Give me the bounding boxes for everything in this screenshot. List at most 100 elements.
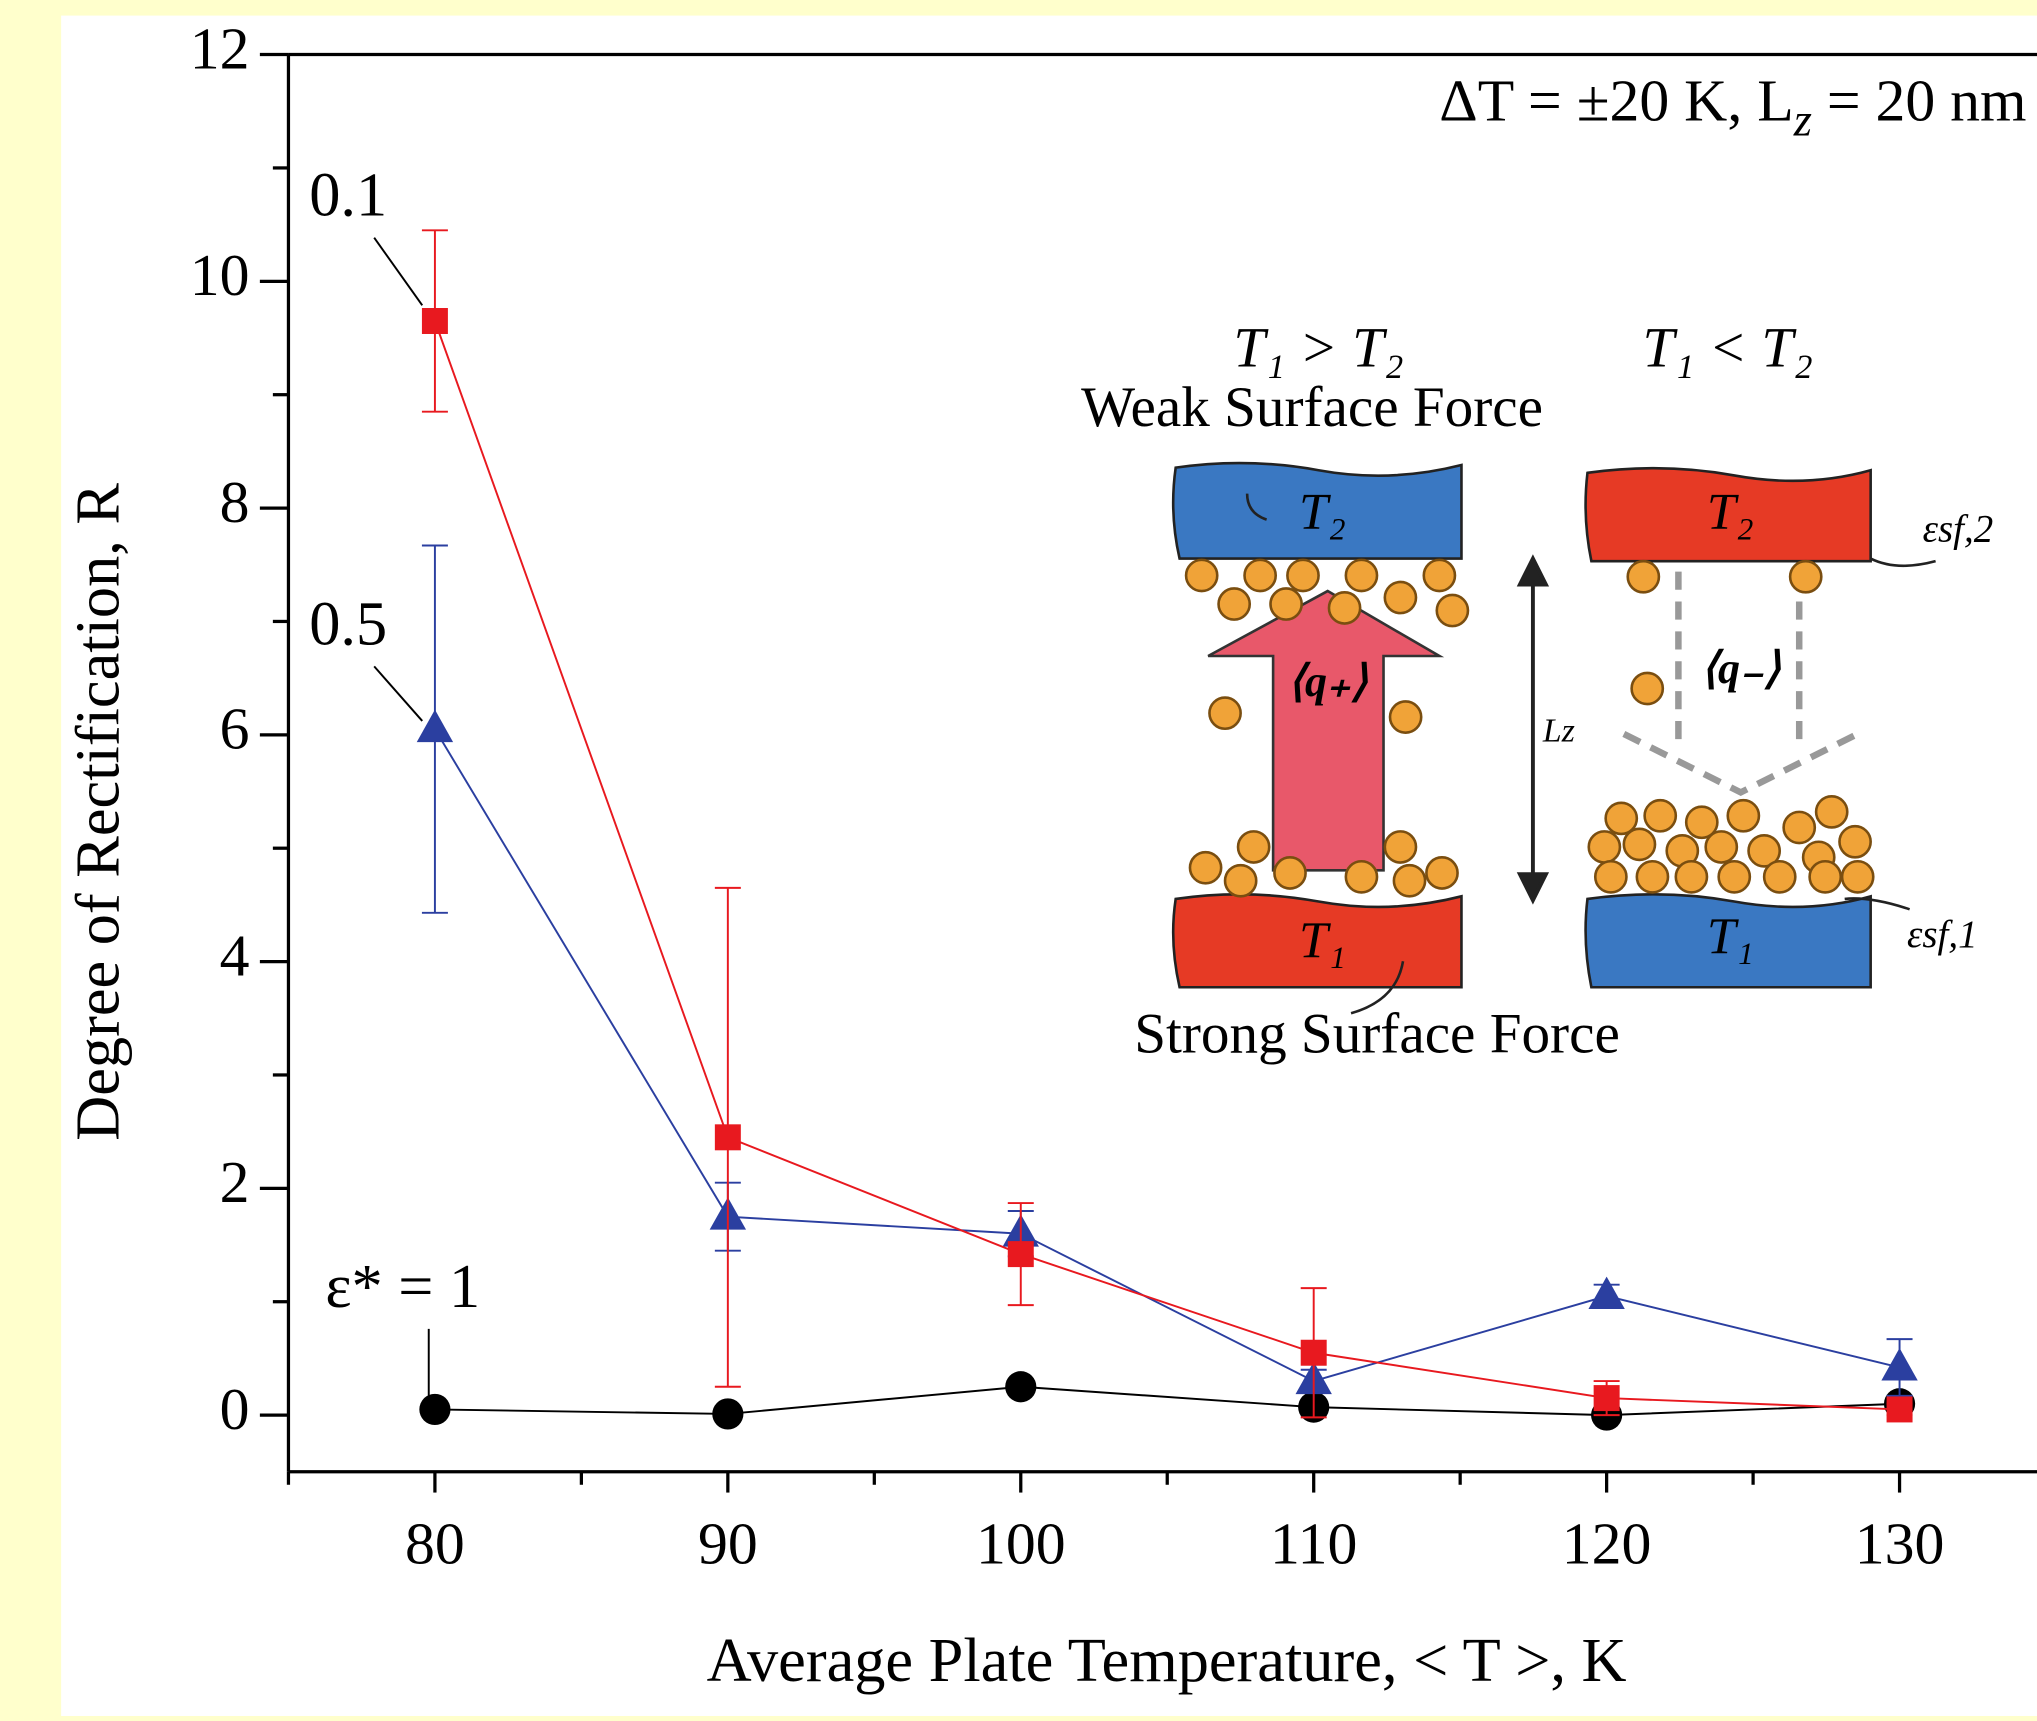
panel bbox=[61, 15, 2037, 1717]
particle bbox=[1344, 558, 1379, 593]
particle bbox=[1587, 830, 1622, 864]
particle bbox=[1604, 801, 1639, 836]
x-tick-label: 100 bbox=[976, 1510, 1066, 1576]
particle bbox=[1814, 794, 1849, 829]
particle bbox=[1747, 833, 1782, 868]
y-tick-label: 10 bbox=[190, 242, 250, 308]
particle bbox=[1630, 671, 1665, 706]
particle bbox=[1273, 856, 1307, 890]
x-tick-label: 80 bbox=[405, 1510, 465, 1576]
particle bbox=[1208, 696, 1242, 731]
marker bbox=[1005, 1371, 1037, 1403]
x-tick-label: 110 bbox=[1270, 1510, 1357, 1576]
particle bbox=[1643, 798, 1678, 833]
label: T₁ bbox=[1707, 909, 1754, 966]
dashed-arrow bbox=[1622, 571, 1860, 797]
annotation-part: z bbox=[1793, 94, 1812, 146]
plate bbox=[1584, 466, 1872, 563]
series-line bbox=[434, 728, 1900, 1383]
label: T₁ bbox=[1299, 913, 1346, 970]
particle bbox=[1674, 859, 1709, 894]
y-tick-label: 12 bbox=[190, 15, 250, 81]
particle bbox=[1223, 863, 1258, 898]
plate bbox=[1584, 893, 1872, 989]
marker bbox=[419, 1393, 451, 1426]
particle bbox=[1243, 558, 1278, 593]
particle bbox=[1184, 558, 1219, 593]
y-tick-label: 4 bbox=[220, 922, 250, 988]
label: T₂ bbox=[1707, 484, 1754, 541]
marker bbox=[1300, 1339, 1327, 1366]
y-axis-title: Degree of Rectification, R bbox=[63, 483, 132, 1141]
x-tick-label: 120 bbox=[1562, 1510, 1652, 1576]
particle bbox=[1626, 559, 1661, 594]
label: ⟨q₊⟩ bbox=[1288, 657, 1369, 706]
particle bbox=[1704, 830, 1739, 864]
label: Weak Surface Force bbox=[1081, 376, 1543, 439]
leader bbox=[1844, 897, 1911, 911]
label: εsf,2 bbox=[1923, 508, 1994, 551]
particle bbox=[1269, 587, 1303, 621]
particle bbox=[1392, 863, 1427, 898]
series-leader bbox=[373, 237, 424, 306]
particle bbox=[1435, 593, 1470, 628]
particle bbox=[1762, 859, 1797, 894]
particle bbox=[1217, 587, 1252, 621]
series-label: 0.5 bbox=[309, 589, 387, 658]
marker bbox=[1588, 1276, 1625, 1310]
x-axis-title: Average Plate Temperature, < T >, K bbox=[707, 1626, 1627, 1695]
particle bbox=[1782, 810, 1817, 845]
annotation-part: ΔT = ±20 K, L bbox=[1439, 67, 1793, 133]
series-label: 0.1 bbox=[309, 161, 387, 230]
label: Lz bbox=[1542, 713, 1575, 750]
plate bbox=[1171, 461, 1463, 560]
particle bbox=[1236, 830, 1271, 864]
leader bbox=[1350, 961, 1405, 1015]
plot: 0 2 4 6 8 10 12 80 90 100 110 120 130 ε* = 1 0.5 0.1 bbox=[190, 15, 2037, 1576]
particle bbox=[1788, 559, 1823, 594]
condition: T₁ > T₂ bbox=[1233, 316, 1403, 379]
condition: T₁ < T₂ bbox=[1643, 316, 1813, 379]
particle bbox=[1344, 859, 1379, 894]
particle bbox=[1622, 827, 1657, 862]
leader bbox=[1870, 557, 1936, 568]
particle bbox=[1425, 856, 1459, 890]
marker bbox=[1886, 1396, 1913, 1423]
particle bbox=[1717, 859, 1752, 894]
particles bbox=[1184, 558, 1875, 898]
particle bbox=[1422, 558, 1457, 593]
series-line bbox=[434, 1385, 1900, 1417]
heat-arrow bbox=[1207, 589, 1445, 872]
particle bbox=[1726, 798, 1761, 833]
x-tick-label: 130 bbox=[1855, 1510, 1945, 1576]
particle bbox=[1188, 850, 1223, 885]
marker bbox=[416, 709, 454, 743]
series-label: ε* = 1 bbox=[325, 1252, 480, 1321]
annotation-part: = 20 nm bbox=[1812, 67, 2027, 133]
marker bbox=[712, 1398, 744, 1430]
label: T₂ bbox=[1299, 484, 1346, 541]
y-tick-label: 6 bbox=[220, 696, 250, 762]
particle bbox=[1635, 859, 1670, 894]
series-line bbox=[434, 320, 1900, 1411]
marker bbox=[1007, 1241, 1034, 1268]
marker bbox=[1593, 1385, 1620, 1412]
series-leader bbox=[373, 665, 423, 722]
marker bbox=[1881, 1347, 1918, 1381]
x-tick-label: 90 bbox=[698, 1510, 758, 1576]
inset: T₁ > T₂ T₁ < T₂ Weak Surface Force Stron… bbox=[1081, 316, 1993, 1065]
y-tick-label: 0 bbox=[220, 1376, 250, 1442]
particle bbox=[1383, 580, 1418, 615]
label: ⟨q₋⟩ bbox=[1701, 644, 1782, 693]
particle bbox=[1327, 591, 1362, 625]
particle bbox=[1593, 859, 1628, 894]
particle bbox=[1684, 805, 1719, 840]
annotation: ΔT = ±20 K, Lz = 20 nm bbox=[1439, 67, 2026, 146]
particle bbox=[1388, 700, 1423, 734]
particle bbox=[1838, 824, 1872, 859]
label: εsf,1 bbox=[1907, 913, 1978, 956]
label: Strong Surface Force bbox=[1134, 1002, 1620, 1065]
marker bbox=[714, 1124, 741, 1151]
